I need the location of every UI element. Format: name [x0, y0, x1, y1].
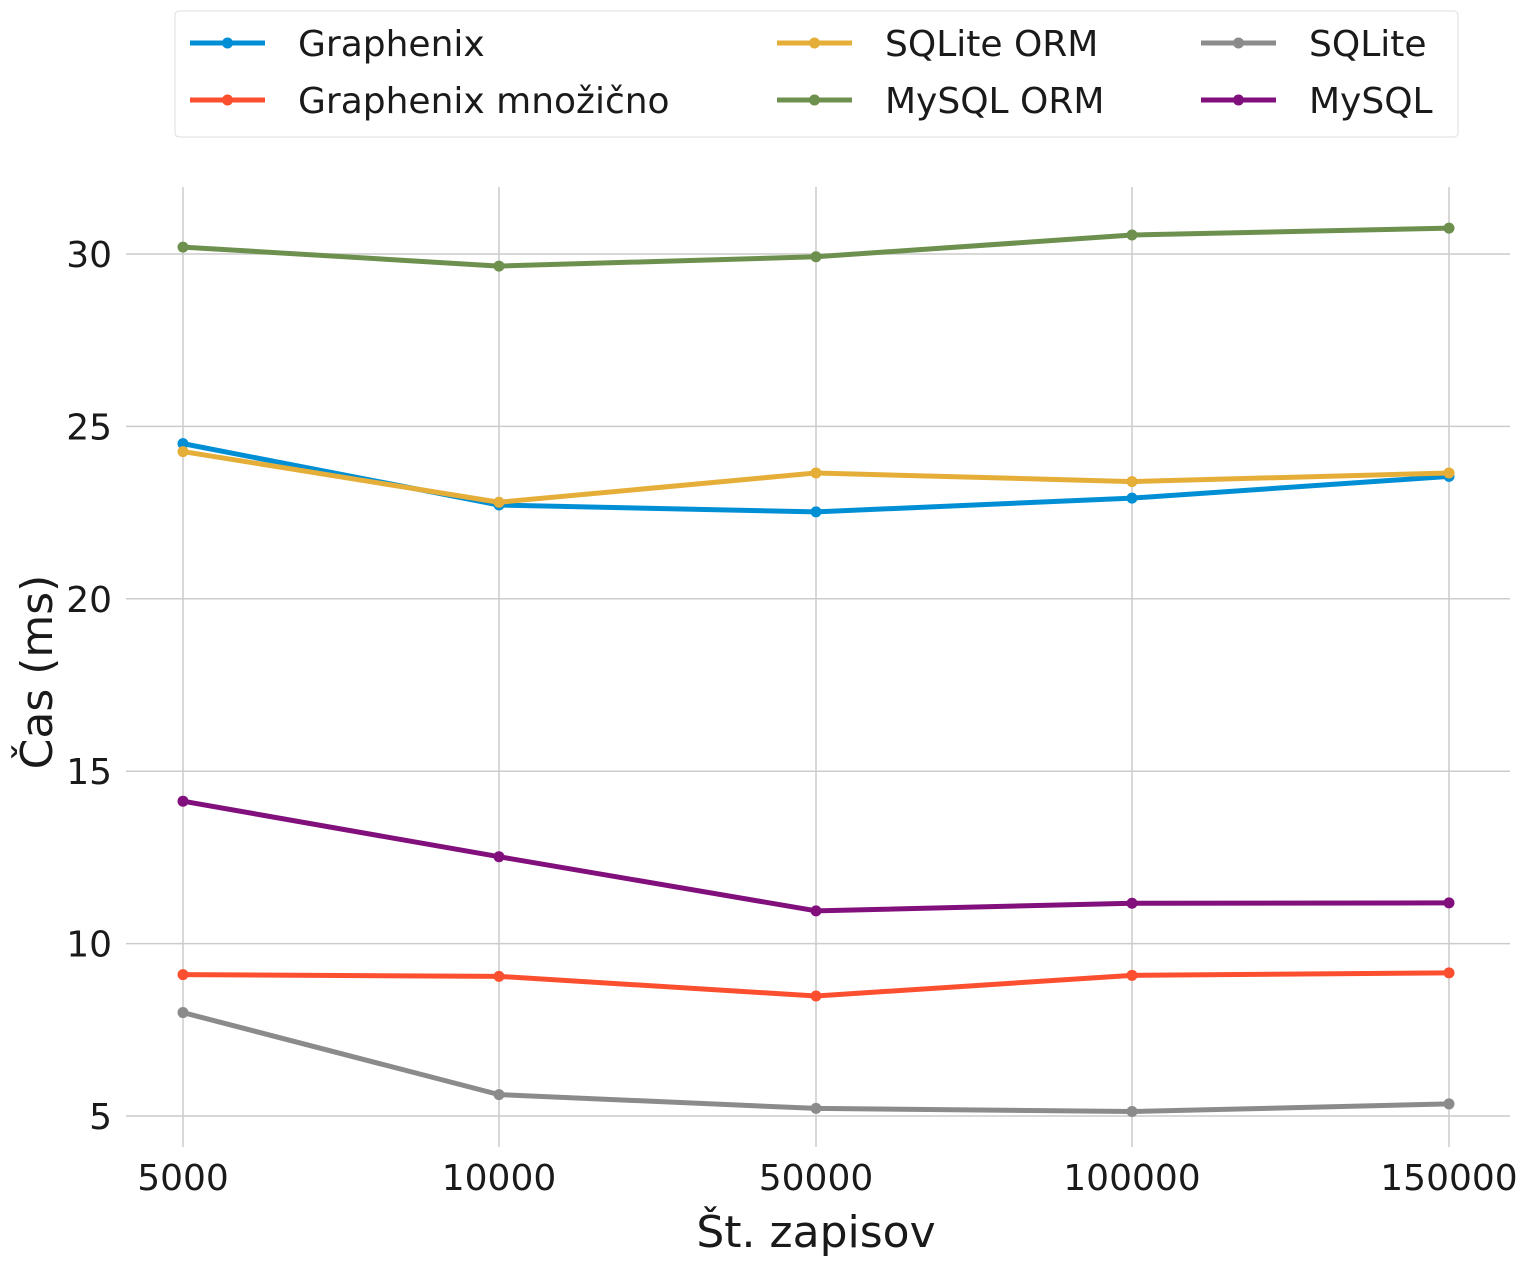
series-group — [177, 795, 1455, 917]
y-axis-label: Čas (ms) — [10, 575, 63, 770]
data-point — [1126, 476, 1138, 488]
legend-marker — [809, 94, 820, 106]
data-point — [493, 496, 505, 508]
legend-label: Graphenix — [298, 24, 485, 65]
data-point — [1443, 222, 1455, 234]
legend-label: MySQL ORM — [885, 81, 1104, 122]
data-point — [1443, 467, 1455, 479]
data-point — [810, 1102, 822, 1114]
x-tick-label: 50000 — [759, 1158, 874, 1199]
legend-item: SQLite — [1201, 24, 1427, 65]
y-tick-label: 20 — [66, 580, 112, 621]
data-point — [493, 970, 505, 982]
data-point — [1443, 967, 1455, 979]
series-group — [177, 1007, 1455, 1118]
legend-label: SQLite — [1309, 24, 1427, 65]
y-tick-label: 25 — [66, 407, 112, 448]
legend-marker — [809, 37, 820, 49]
legend: Graphenix Graphenix množično SQLite ORM MyS… — [174, 10, 1459, 138]
x-axis-label: Št. zapisov — [696, 1205, 935, 1258]
legend-marker — [222, 37, 233, 49]
series-group — [177, 446, 1455, 508]
y-tick-label: 30 — [66, 235, 112, 276]
data-point — [177, 795, 189, 807]
legend-frame — [174, 10, 1459, 138]
data-point — [177, 1007, 189, 1019]
legend-marker — [1233, 94, 1244, 106]
y-tick-label: 5 — [89, 1097, 112, 1138]
y-tick-label: 10 — [66, 925, 112, 966]
legend-item: MySQL ORM — [777, 81, 1104, 122]
data-point — [810, 467, 822, 479]
series-group — [177, 967, 1455, 1002]
x-tick-label: 10000 — [442, 1158, 557, 1199]
grid — [126, 187, 1510, 1147]
data-point — [493, 851, 505, 863]
data-point — [177, 446, 189, 458]
data-point — [493, 260, 505, 272]
x-tick-label: 150000 — [1380, 1158, 1517, 1199]
data-point — [177, 438, 189, 450]
data-point — [1126, 1106, 1138, 1118]
data-point — [1126, 492, 1138, 504]
x-tick-label: 5000 — [137, 1158, 229, 1199]
legend-label: MySQL — [1309, 81, 1433, 122]
data-point — [810, 990, 822, 1002]
x-tick-label: 100000 — [1063, 1158, 1200, 1199]
data-point — [810, 905, 822, 917]
legend-item: MySQL — [1201, 81, 1433, 122]
series-group — [177, 222, 1455, 272]
series-lines — [177, 222, 1455, 1118]
tick-labels: 5 10 15 20 25 30 5000 10000 50000 100000 150000 — [66, 235, 1518, 1199]
data-point — [1443, 897, 1455, 909]
data-point — [177, 969, 189, 981]
legend-label: Graphenix množično — [298, 81, 670, 122]
legend-item: Graphenix — [190, 24, 485, 65]
data-point — [493, 1089, 505, 1101]
legend-marker — [222, 94, 233, 106]
legend-marker — [1233, 37, 1244, 49]
data-point — [1126, 229, 1138, 241]
data-point — [810, 251, 822, 263]
y-tick-label: 15 — [66, 752, 112, 793]
data-point — [1126, 897, 1138, 909]
data-point — [1443, 1098, 1455, 1110]
legend-item: Graphenix množično — [190, 81, 670, 122]
data-point — [810, 506, 822, 518]
data-point — [1126, 969, 1138, 981]
data-point — [177, 241, 189, 253]
legend-label: SQLite ORM — [885, 24, 1098, 65]
legend-item: SQLite ORM — [777, 24, 1098, 65]
